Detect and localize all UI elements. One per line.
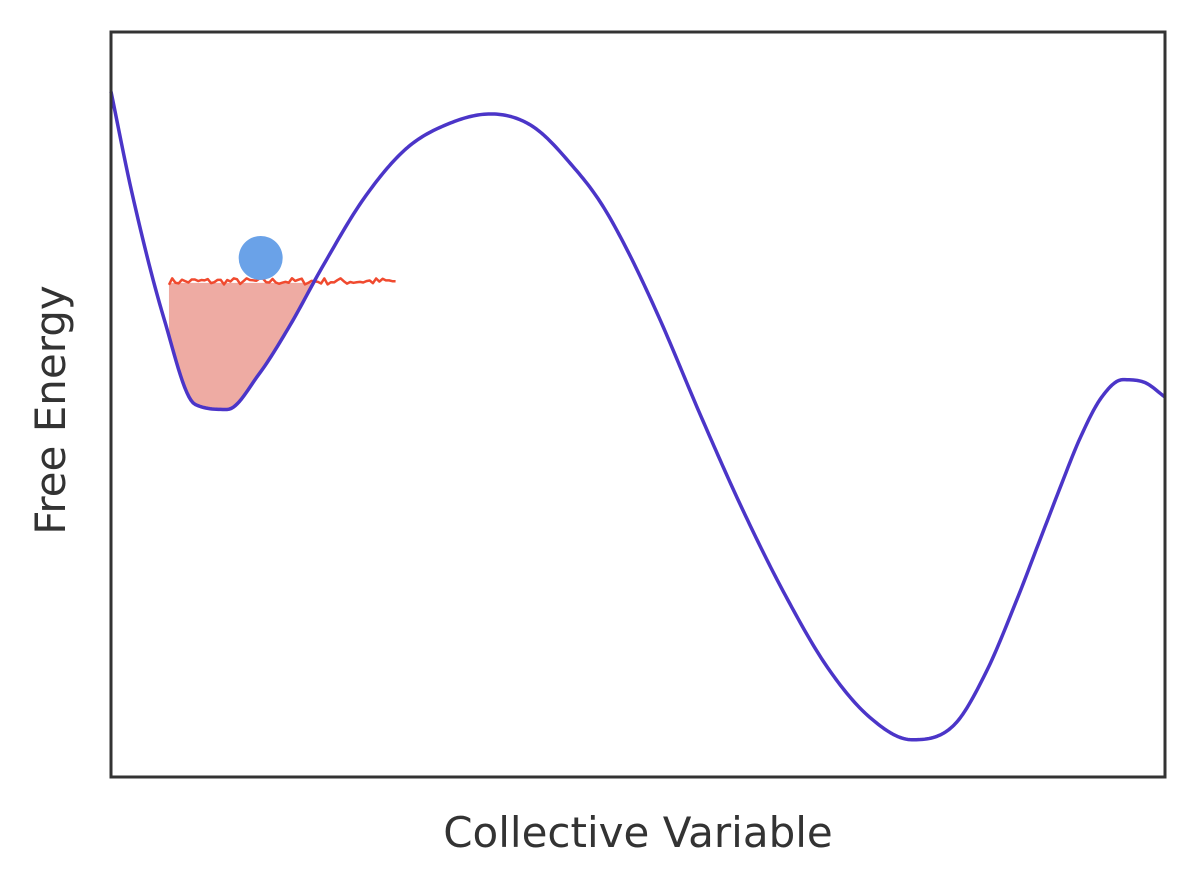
plot-frame <box>109 30 1167 779</box>
x-axis-title: Collective Variable <box>443 808 833 857</box>
y-axis-title: Free Energy <box>26 285 75 535</box>
free-energy-curve <box>109 91 1167 742</box>
plot-area <box>109 91 1167 742</box>
thermal-fluctuation-line <box>167 277 396 286</box>
particle-ball <box>238 235 283 280</box>
basin-fill-area <box>168 282 396 410</box>
